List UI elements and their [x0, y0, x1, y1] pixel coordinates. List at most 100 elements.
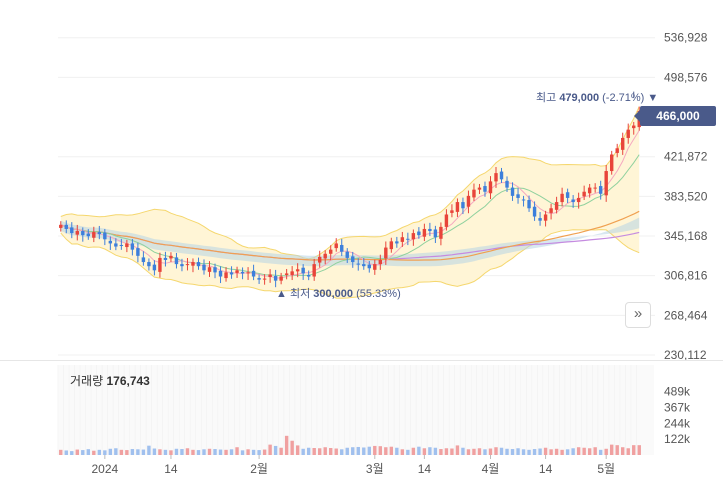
candle[interactable] [598, 180, 603, 200]
candle[interactable] [400, 231, 405, 247]
candle[interactable] [218, 266, 223, 284]
candle[interactable] [362, 258, 366, 270]
candle[interactable] [433, 225, 438, 244]
candle[interactable] [191, 258, 195, 273]
candle[interactable] [367, 261, 371, 273]
candle[interactable] [560, 187, 564, 207]
candle[interactable] [163, 251, 168, 267]
candle[interactable] [510, 182, 515, 201]
expand-chart-button[interactable]: » [625, 302, 651, 328]
candle[interactable] [516, 188, 520, 204]
candle[interactable] [527, 195, 531, 212]
candle[interactable] [125, 239, 129, 253]
candle[interactable] [273, 269, 278, 288]
candle[interactable] [169, 252, 173, 263]
candle[interactable] [213, 263, 217, 279]
candle[interactable] [279, 272, 283, 285]
candle[interactable] [334, 238, 338, 252]
candle[interactable] [621, 132, 625, 155]
candle[interactable] [632, 121, 636, 135]
candle[interactable] [571, 195, 575, 208]
candle[interactable] [251, 264, 256, 281]
price-chart[interactable]: 536,928 498,576 421,872 383,520 345,168 306,8… [0, 0, 723, 365]
candle[interactable] [576, 192, 581, 209]
candle[interactable] [499, 167, 504, 183]
candle[interactable] [593, 183, 597, 193]
candle[interactable] [411, 229, 416, 246]
candle[interactable] [538, 211, 542, 226]
candle[interactable] [450, 204, 454, 218]
candle[interactable] [428, 222, 432, 237]
candle[interactable] [417, 227, 421, 239]
candle[interactable] [345, 248, 349, 263]
candle[interactable] [455, 198, 460, 217]
candle[interactable] [472, 183, 476, 202]
candle[interactable] [488, 176, 493, 200]
candle[interactable] [329, 245, 333, 261]
candle[interactable] [64, 220, 68, 234]
candle[interactable] [604, 164, 608, 202]
candle[interactable] [180, 258, 184, 272]
candle[interactable] [119, 238, 124, 250]
candle[interactable] [384, 241, 388, 265]
candle[interactable] [196, 257, 201, 270]
candle[interactable] [373, 259, 377, 275]
candle[interactable] [185, 258, 190, 271]
candle[interactable] [290, 266, 294, 281]
candle[interactable] [70, 222, 74, 239]
candle[interactable] [317, 250, 322, 268]
candle[interactable] [565, 188, 570, 204]
candle[interactable] [395, 236, 399, 248]
candle[interactable] [439, 222, 443, 246]
candle[interactable] [174, 252, 179, 269]
candle[interactable] [356, 258, 360, 271]
candle[interactable] [103, 228, 107, 246]
candle[interactable] [86, 229, 91, 240]
candle[interactable] [340, 238, 344, 257]
candle[interactable] [301, 264, 305, 280]
candle[interactable] [136, 242, 140, 263]
candle[interactable] [466, 190, 471, 214]
candle[interactable] [422, 223, 427, 242]
candle[interactable] [609, 150, 614, 175]
candle[interactable] [444, 209, 449, 231]
candle[interactable] [323, 250, 327, 265]
candle[interactable] [262, 274, 267, 285]
candle[interactable] [295, 263, 300, 278]
candle[interactable] [81, 227, 85, 242]
candle[interactable] [268, 269, 272, 283]
candle[interactable] [312, 258, 316, 281]
candle[interactable] [543, 210, 548, 227]
candle[interactable] [549, 203, 553, 220]
candle[interactable] [130, 238, 135, 256]
candle[interactable] [246, 267, 250, 280]
candle[interactable] [108, 236, 113, 250]
candle[interactable] [483, 181, 487, 197]
candle[interactable] [389, 237, 394, 253]
candle[interactable] [202, 259, 206, 275]
candle[interactable] [351, 251, 355, 268]
candle[interactable] [224, 267, 228, 282]
candle[interactable] [582, 185, 586, 201]
candle[interactable] [284, 268, 289, 280]
candle[interactable] [378, 254, 383, 270]
candle[interactable] [554, 196, 559, 214]
candle[interactable] [92, 226, 96, 243]
candle[interactable] [141, 251, 146, 266]
candle[interactable] [158, 252, 162, 278]
candle[interactable] [152, 260, 157, 276]
candle[interactable] [306, 270, 311, 281]
candle[interactable] [461, 197, 465, 215]
candle[interactable] [521, 195, 526, 207]
candle[interactable] [59, 221, 63, 232]
candle[interactable] [235, 266, 239, 278]
candle[interactable] [406, 232, 410, 246]
candle[interactable] [97, 225, 102, 240]
candle[interactable] [477, 183, 482, 195]
candle[interactable] [505, 176, 509, 192]
candle[interactable] [615, 143, 619, 158]
candle[interactable] [494, 167, 498, 188]
candle[interactable] [532, 201, 537, 221]
candle[interactable] [240, 267, 245, 280]
candle[interactable] [587, 183, 592, 198]
